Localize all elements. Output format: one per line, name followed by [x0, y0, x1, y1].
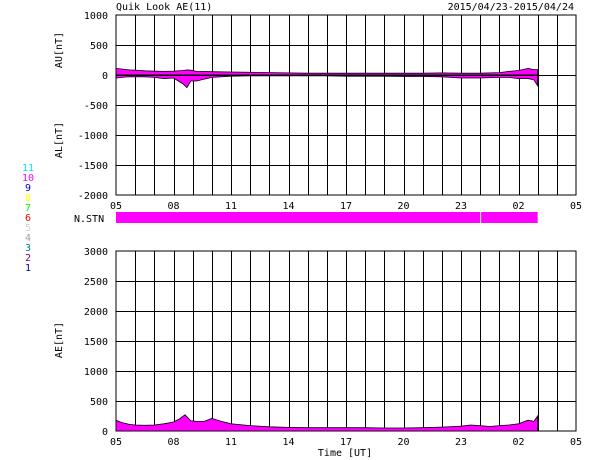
au-al-x-tick-label: 14 — [282, 201, 294, 212]
au-axis-label: AU[nT] — [54, 32, 65, 68]
legend-item: 5 — [24, 223, 32, 234]
legend-item: 11 — [21, 163, 35, 174]
ae-axis-label: AE[nT] — [54, 322, 65, 358]
ae-x-ticks: 05 08 11 14 17 20 23 02 05 — [110, 437, 582, 448]
station-label: N.STN — [74, 214, 104, 225]
au-al-x-tick-label: 23 — [455, 201, 467, 212]
ae-x-tick-label: 05 — [570, 437, 582, 448]
ae-data — [115, 414, 539, 432]
au-al-grid — [115, 14, 577, 196]
au-al-y-tick-label: 500 — [90, 41, 108, 52]
ae-y-tick-label: 500 — [90, 397, 108, 408]
au-al-x-tick-label: 17 — [340, 201, 352, 212]
au-al-x-tick-label: 08 — [167, 201, 179, 212]
legend-item: 7 — [24, 203, 32, 214]
ae-series-0 — [115, 414, 539, 432]
ae-x-tick-label: 08 — [167, 437, 179, 448]
au-al-panel: AU[nT] AL[nT] 1000 500 0 -500 -1000 -1500 -200… — [54, 11, 582, 212]
legend-item: 4 — [24, 233, 32, 244]
au-al-x-tick-label: 05 — [570, 201, 582, 212]
ae-x-tick-label: 02 — [512, 437, 524, 448]
ae-x-tick-label: 17 — [340, 437, 352, 448]
au-al-y-ticks: 1000 500 0 -500 -1000 -1500 -2000 — [78, 11, 108, 202]
au-al-data — [115, 67, 576, 89]
al-axis-label: AL[nT] — [54, 122, 65, 158]
au-al-x-tick-label: 05 — [110, 201, 122, 212]
au-al-y-tick-label: -1500 — [78, 161, 108, 172]
legend-item: 3 — [24, 243, 32, 254]
station-legend: 11 10 9 8 7 6 5 4 3 2 1 — [18, 164, 38, 274]
ae-x-tick-label: 20 — [397, 437, 409, 448]
legend-item: 1 — [24, 263, 32, 274]
au-al-x-tick-label: 02 — [512, 201, 524, 212]
au-al-y-tick-label: -500 — [84, 101, 108, 112]
au-al-x-tick-label: 20 — [397, 201, 409, 212]
ae-x-tick-label: 14 — [282, 437, 294, 448]
time-axis-label: Time [UT] — [318, 448, 372, 459]
au-al-y-tick-label: 0 — [102, 71, 108, 82]
ae-y-tick-label: 2000 — [84, 307, 108, 318]
ae-y-tick-label: 1000 — [84, 367, 108, 378]
legend-item: 6 — [24, 213, 32, 224]
au-al-y-tick-label: 1000 — [84, 11, 108, 22]
au-al-series-0 — [115, 67, 539, 76]
date-range: 2015/04/23-2015/04/24 — [448, 2, 574, 13]
ae-grid — [115, 250, 577, 432]
au-al-x-tick-label: 11 — [225, 201, 237, 212]
figure-title: Quik Look AE(11) — [116, 2, 212, 13]
ae-y-ticks: 3000 2500 2000 1500 1000 500 0 — [84, 247, 108, 438]
station-bar-segment — [481, 212, 538, 223]
au-al-y-tick-label: -1000 — [78, 131, 108, 142]
station-bar-segment — [116, 212, 481, 223]
legend-item: 9 — [24, 183, 32, 194]
ae-y-tick-label: 2500 — [84, 277, 108, 288]
legend-item: 8 — [24, 193, 32, 204]
legend-item: 10 — [21, 173, 35, 184]
au-al-y-tick-label: -2000 — [78, 191, 108, 202]
ae-panel: AE[nT] 3000 2500 2000 1500 1000 500 0 05 08 11 14… — [54, 247, 582, 459]
ae-x-tick-label: 23 — [455, 437, 467, 448]
ae-y-tick-label: 1500 — [84, 337, 108, 348]
legend-item: 2 — [24, 253, 32, 264]
ae-x-tick-label: 05 — [110, 437, 122, 448]
station-count-bar: N.STN — [74, 212, 538, 225]
au-al-x-ticks: 05 08 11 14 17 20 23 02 05 — [110, 201, 582, 212]
ae-y-tick-label: 3000 — [84, 247, 108, 258]
ae-x-tick-label: 11 — [225, 437, 237, 448]
ae-y-tick-label: 0 — [102, 427, 108, 438]
